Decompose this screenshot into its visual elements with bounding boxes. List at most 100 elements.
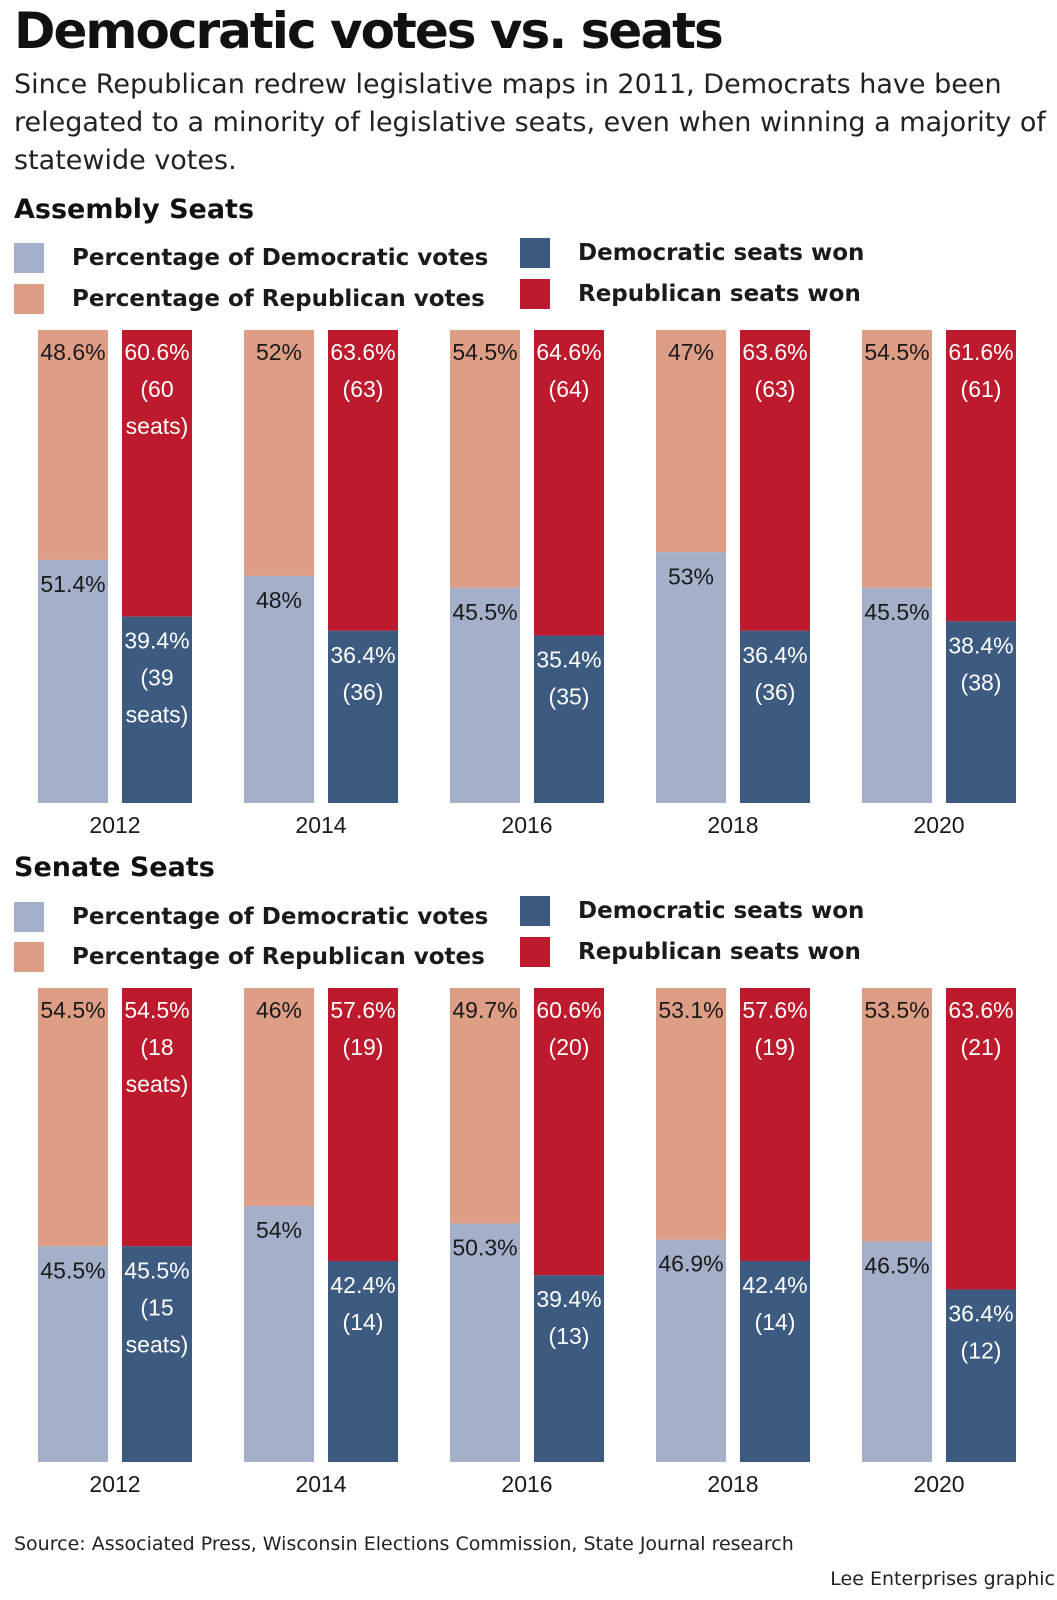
rep-votes-label: 48.6% [40, 339, 105, 365]
year-label: 2012 [89, 812, 140, 838]
rep-votes-label: 54.5% [40, 997, 105, 1023]
dem-seats-label: (14) [755, 1309, 796, 1335]
rep-seats-label: (60 [140, 376, 173, 402]
rep-seats-bar [328, 330, 398, 631]
rep-seats-label: 63.6% [330, 339, 395, 365]
rep-seats-bar [122, 988, 192, 1247]
year-label: 2020 [913, 1471, 964, 1497]
dem-votes-bar [450, 587, 520, 803]
dem-votes-bar [244, 575, 314, 803]
dem-seats-label: seats) [126, 702, 189, 728]
rep-votes-label: 46% [256, 997, 302, 1023]
rep-seats-label: 57.6% [330, 997, 395, 1023]
rep-votes-label: 49.7% [452, 997, 517, 1023]
assembly-legend-dem-votes: Percentage of Democratic votes [14, 243, 488, 273]
dem-seats-bar [740, 630, 810, 803]
dem-seats-swatch [520, 238, 550, 268]
rep-seats-label: (63) [755, 376, 796, 402]
dem-votes-label: 46.9% [658, 1251, 723, 1277]
rep-votes-bar [450, 330, 520, 588]
rep-seats-label: (18 [140, 1034, 173, 1060]
legend-label: Percentage of Democratic votes [72, 245, 489, 271]
dem-seats-bar [946, 1289, 1016, 1462]
rep-seats-label: (21) [961, 1034, 1002, 1060]
dem-seats-swatch [520, 896, 550, 926]
rep-votes-bar [862, 988, 932, 1242]
legend-label: Democratic seats won [578, 240, 865, 266]
rep-votes-label: 54.5% [864, 339, 929, 365]
rep-votes-bar [656, 988, 726, 1240]
dem-seats-label: (39 [140, 665, 173, 691]
year-label: 2018 [707, 812, 758, 838]
dem-votes-label: 51.4% [40, 571, 105, 597]
dem-seats-label: 45.5% [124, 1257, 189, 1283]
senate-legend-dem-votes: Percentage of Democratic votes [14, 902, 488, 932]
rep-votes-label: 52% [256, 339, 302, 365]
dem-seats-bar [122, 1246, 192, 1462]
dem-votes-label: 46.5% [864, 1253, 929, 1279]
rep-seats-label: 60.6% [124, 339, 189, 365]
rep-votes-label: 53.1% [658, 997, 723, 1023]
rep-seats-bar [946, 330, 1016, 622]
dem-seats-label: (15 [140, 1294, 173, 1320]
dem-votes-bar [862, 587, 932, 803]
credit-note: Lee Enterprises graphic [830, 1568, 1055, 1590]
rep-seats-label: (20) [549, 1034, 590, 1060]
dem-seats-label: (35) [549, 684, 590, 710]
senate-legend-dem-seats: Democratic seats won [520, 896, 864, 926]
rep-votes-bar [656, 330, 726, 553]
rep-seats-bar [740, 330, 810, 631]
year-label: 2018 [707, 1471, 758, 1497]
senate-legend-rep-votes: Percentage of Republican votes [14, 942, 485, 972]
rep-seats-label: (61) [961, 376, 1002, 402]
dem-votes-label: 54% [256, 1217, 302, 1243]
rep-seats-bar [534, 330, 604, 636]
dem-seats-label: (12) [961, 1337, 1002, 1363]
senate-legend-rep-seats: Republican seats won [520, 937, 861, 967]
dem-votes-swatch [14, 243, 44, 273]
dem-votes-bar [38, 559, 108, 803]
rep-votes-bar [244, 988, 314, 1207]
rep-seats-label: (64) [549, 376, 590, 402]
dem-seats-label: 36.4% [330, 642, 395, 668]
rep-votes-bar [38, 330, 108, 560]
rep-votes-bar [450, 988, 520, 1224]
rep-votes-bar [862, 330, 932, 588]
rep-seats-bar [534, 988, 604, 1276]
rep-votes-bar [38, 988, 108, 1247]
rep-seats-label: seats) [126, 1071, 189, 1097]
legend-label: Democratic seats won [578, 898, 865, 924]
year-label: 2014 [295, 812, 346, 838]
dem-votes-label: 48% [256, 587, 302, 613]
dem-votes-bar [862, 1241, 932, 1462]
dem-votes-label: 45.5% [864, 599, 929, 625]
rep-seats-label: 60.6% [536, 997, 601, 1023]
dem-seats-label: (14) [343, 1309, 384, 1335]
rep-seats-label: 57.6% [742, 997, 807, 1023]
legend-label: Percentage of Republican votes [72, 944, 485, 970]
legend-label: Percentage of Democratic votes [72, 904, 489, 930]
page-subtitle: Since Republican redrew legislative maps… [14, 69, 1046, 176]
assembly-legend-rep-seats: Republican seats won [520, 279, 861, 309]
rep-votes-label: 54.5% [452, 339, 517, 365]
rep-seats-bar [740, 988, 810, 1262]
year-label: 2016 [501, 812, 552, 838]
dem-votes-bar [38, 1246, 108, 1462]
senate-section-title: Senate Seats [14, 852, 215, 883]
dem-votes-swatch [14, 902, 44, 932]
legend-label: Republican seats won [578, 939, 861, 965]
dem-seats-label: (36) [343, 679, 384, 705]
rep-seats-label: (19) [343, 1034, 384, 1060]
rep-seats-label: (19) [755, 1034, 796, 1060]
rep-seats-label: 54.5% [124, 997, 189, 1023]
rep-votes-swatch [14, 284, 44, 314]
dem-votes-bar [656, 552, 726, 803]
rep-seats-label: 64.6% [536, 339, 601, 365]
rep-seats-swatch [520, 937, 550, 967]
legend-label: Republican seats won [578, 281, 861, 307]
year-label: 2012 [89, 1471, 140, 1497]
rep-seats-swatch [520, 279, 550, 309]
dem-votes-label: 50.3% [452, 1235, 517, 1261]
dem-seats-label: 39.4% [536, 1286, 601, 1312]
legend-label: Percentage of Republican votes [72, 286, 485, 312]
